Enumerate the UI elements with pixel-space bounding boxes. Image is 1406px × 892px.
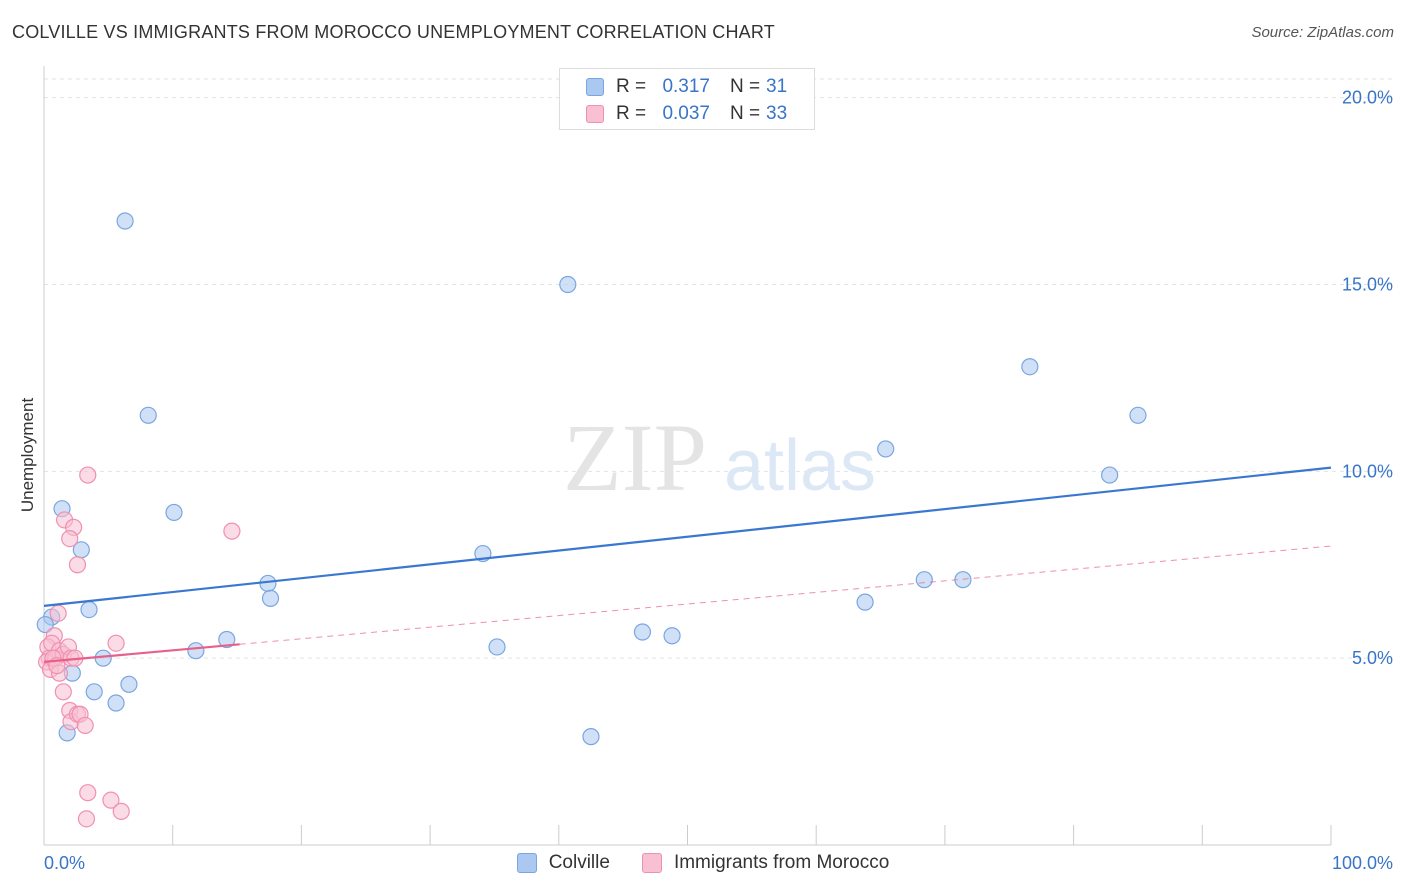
data-point — [261, 589, 280, 607]
y-tick-label: 5.0% — [1352, 648, 1393, 668]
y-tick-label: 10.0% — [1342, 461, 1393, 481]
data-point — [79, 466, 97, 484]
data-point — [77, 810, 96, 828]
data-point — [102, 791, 120, 809]
data-point — [49, 604, 67, 622]
watermark-zip: ZIP — [563, 404, 707, 511]
data-point — [107, 694, 125, 712]
data-point — [36, 615, 54, 634]
legend-row-morocco: R = 0.037 N = 33 — [586, 103, 787, 125]
data-point — [116, 212, 134, 230]
data-point — [139, 406, 157, 424]
data-point — [633, 623, 652, 641]
tick-labels: 5.0% 10.0% 15.0% 20.0% 0.0% 100.0% — [44, 88, 1393, 873]
data-point — [79, 784, 97, 802]
data-point — [165, 503, 183, 522]
colville-swatch — [516, 853, 537, 873]
chart-title: COLVILLE VS IMMIGRANTS FROM MOROCCO UNEM… — [12, 22, 775, 42]
data-point — [223, 522, 241, 540]
data-point — [1021, 358, 1039, 376]
data-point — [76, 716, 94, 735]
n-value: 33 — [766, 103, 788, 124]
data-point — [218, 630, 236, 649]
data-point — [187, 642, 205, 660]
legend-label-morocco: Immigrants from Morocco — [673, 852, 890, 873]
trend-line-colville — [43, 466, 1332, 607]
watermark: ZIP atlas — [563, 404, 876, 511]
data-point — [112, 802, 130, 820]
correlation-legend: R = 0.317 N = 31 R = 0.037 N = 33 — [559, 68, 815, 130]
data-point — [856, 593, 874, 611]
legend-label-colville: Colville — [548, 852, 610, 873]
data-point — [582, 728, 600, 746]
legend-row-colville: R = 0.317 N = 31 — [586, 76, 787, 98]
x-tick-label-max: 100.0% — [1332, 853, 1393, 873]
y-tick-label: 20.0% — [1342, 88, 1393, 108]
n-label: N = — [730, 103, 761, 124]
series-colville-points — [36, 212, 1147, 746]
data-point — [663, 627, 681, 645]
gridlines — [44, 78, 1392, 659]
colville-swatch — [586, 78, 604, 96]
data-point — [120, 675, 138, 693]
series-legend: Colville Immigrants from Morocco — [0, 852, 1406, 874]
morocco-swatch — [586, 105, 604, 123]
legend-item-morocco: Immigrants from Morocco — [641, 852, 890, 874]
data-point — [68, 556, 87, 574]
data-point — [915, 571, 933, 589]
source-label: Source: ZipAtlas.com — [1251, 24, 1394, 41]
y-tick-label: 15.0% — [1342, 275, 1393, 295]
watermark-atlas: atlas — [724, 426, 876, 506]
trend-line-morocco-solid — [43, 643, 240, 664]
data-point — [107, 634, 125, 652]
r-label: R = — [616, 103, 647, 124]
r-label: R = — [616, 76, 647, 97]
data-point — [1101, 466, 1119, 484]
data-point — [61, 529, 79, 548]
data-point — [80, 600, 98, 619]
trend-lines — [43, 466, 1332, 664]
morocco-swatch — [641, 853, 662, 873]
trend-line-morocco-dashed — [239, 545, 1332, 645]
data-point — [85, 683, 103, 701]
data-point — [54, 683, 72, 701]
legend-item-colville: Colville — [516, 852, 610, 874]
data-point — [559, 275, 577, 294]
data-point — [1129, 406, 1147, 424]
r-value: 0.037 — [662, 103, 710, 124]
axes — [43, 66, 1332, 846]
x-tick-label-min: 0.0% — [44, 853, 85, 873]
n-label: N = — [730, 76, 761, 97]
n-value: 31 — [766, 76, 788, 97]
r-value: 0.317 — [662, 76, 710, 97]
data-point — [877, 440, 895, 458]
data-point — [488, 638, 506, 656]
